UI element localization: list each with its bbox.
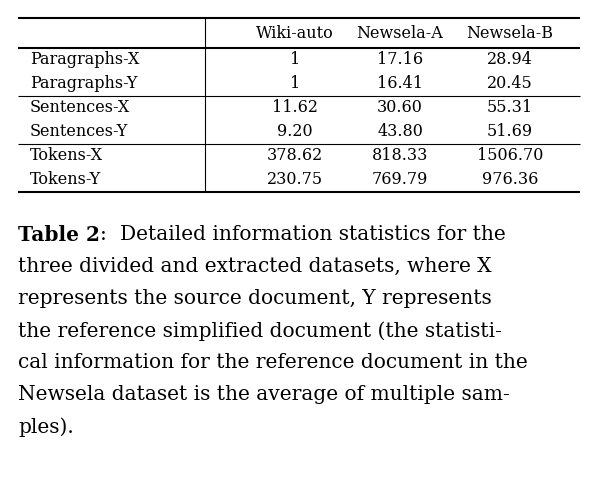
Text: 9.20: 9.20: [277, 123, 313, 141]
Text: three divided and extracted datasets, where X: three divided and extracted datasets, wh…: [18, 257, 492, 276]
Text: 55.31: 55.31: [487, 99, 533, 117]
Text: 1: 1: [290, 75, 300, 93]
Text: Detailed information statistics for the: Detailed information statistics for the: [120, 225, 505, 244]
Text: Newsela dataset is the average of multiple sam-: Newsela dataset is the average of multip…: [18, 385, 509, 404]
Text: ples).: ples).: [18, 417, 74, 437]
Text: 818.33: 818.33: [372, 147, 428, 165]
Text: 976.36: 976.36: [482, 171, 538, 189]
Text: Tokens-Y: Tokens-Y: [30, 171, 101, 189]
Text: 230.75: 230.75: [267, 171, 323, 189]
Text: Paragraphs-X: Paragraphs-X: [30, 51, 139, 69]
Text: cal information for the reference document in the: cal information for the reference docume…: [18, 353, 528, 372]
Text: the reference simplified document (the statisti-: the reference simplified document (the s…: [18, 321, 502, 341]
Text: 11.62: 11.62: [272, 99, 318, 117]
Text: represents the source document, Y represents: represents the source document, Y repres…: [18, 289, 492, 308]
Text: 378.62: 378.62: [267, 147, 323, 165]
Text: :: :: [100, 225, 120, 244]
Text: 28.94: 28.94: [487, 51, 533, 69]
Text: Wiki-auto: Wiki-auto: [256, 24, 334, 41]
Text: 51.69: 51.69: [487, 123, 533, 141]
Text: 43.80: 43.80: [377, 123, 423, 141]
Text: Newsela-A: Newsela-A: [356, 24, 443, 41]
Text: 1: 1: [290, 51, 300, 69]
Text: 1506.70: 1506.70: [477, 147, 543, 165]
Text: Sentences-X: Sentences-X: [30, 99, 130, 117]
Text: 30.60: 30.60: [377, 99, 423, 117]
Text: Tokens-X: Tokens-X: [30, 147, 103, 165]
Text: 16.41: 16.41: [377, 75, 423, 93]
Text: 769.79: 769.79: [372, 171, 428, 189]
Text: Paragraphs-Y: Paragraphs-Y: [30, 75, 138, 93]
Text: Table 2: Table 2: [18, 225, 100, 245]
Text: 17.16: 17.16: [377, 51, 423, 69]
Text: Sentences-Y: Sentences-Y: [30, 123, 129, 141]
Text: 20.45: 20.45: [487, 75, 533, 93]
Text: Newsela-B: Newsela-B: [466, 24, 554, 41]
